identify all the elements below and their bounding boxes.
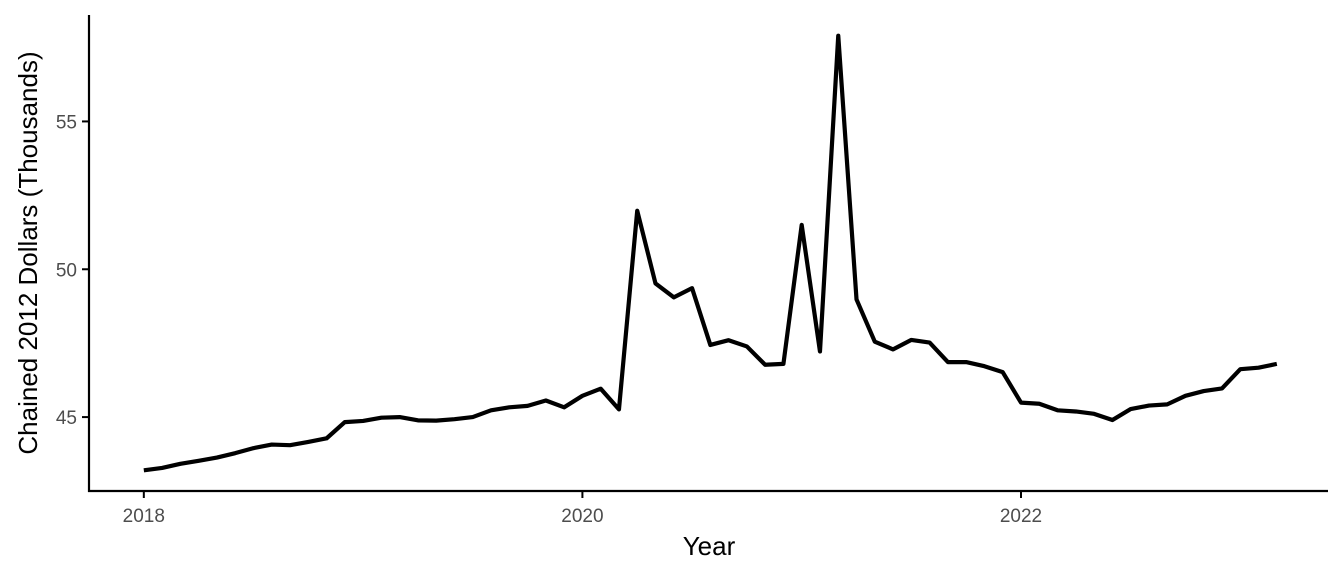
- x-axis-title: Year: [683, 531, 736, 561]
- y-tick-label: 50: [56, 260, 77, 281]
- x-tick-label: 2018: [123, 506, 165, 527]
- y-tick-label: 55: [56, 112, 77, 133]
- x-tick-label: 2022: [1000, 506, 1042, 527]
- y-axis-title: Chained 2012 Dollars (Thousands): [13, 51, 43, 454]
- series-line: [143, 33, 1278, 473]
- y-tick-label: 45: [56, 408, 77, 429]
- x-axis-ticks: 2018 2020 2022: [123, 491, 1042, 527]
- x-tick-label: 2020: [561, 506, 603, 527]
- y-axis-ticks: 45 50 55: [56, 112, 89, 429]
